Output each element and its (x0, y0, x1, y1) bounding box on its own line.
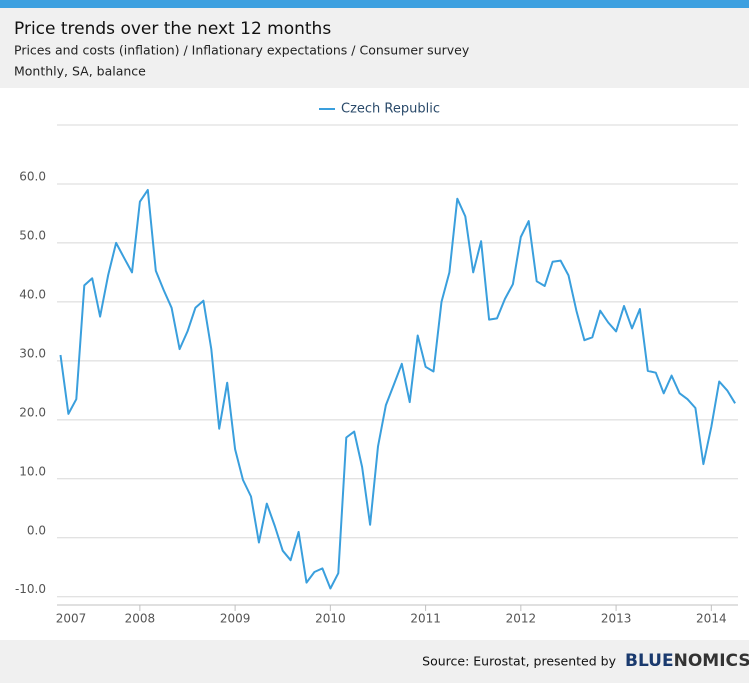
y-tick-label: 20.0 (19, 405, 46, 419)
y-tick-label: 0.0 (27, 523, 46, 537)
x-tick-label: 2010 (315, 612, 346, 626)
x-tick-label: 2009 (220, 612, 251, 626)
x-tick-label: 2007 (56, 612, 87, 626)
y-tick-label: 50.0 (19, 228, 46, 242)
x-tick-label: 2012 (506, 612, 537, 626)
x-tick-label: 2013 (601, 612, 632, 626)
y-tick-label: 10.0 (19, 464, 46, 478)
header-bg (0, 0, 749, 88)
y-tick-label: -10.0 (15, 582, 46, 596)
chart-subtitle: Monthly, SA, balance (14, 64, 146, 79)
y-tick-label: 30.0 (19, 346, 46, 360)
y-tick-label: 60.0 (19, 169, 46, 183)
x-tick-label: 2011 (410, 612, 441, 626)
x-tick-label: 2008 (125, 612, 156, 626)
source: Source: Eurostat, presented by (422, 654, 616, 669)
chart-subtitle: Prices and costs (inflation) / Inflation… (14, 43, 470, 58)
footer-bg (0, 640, 749, 683)
line (59, 188, 736, 590)
legend-label: Czech Republic (341, 102, 440, 117)
header-strip (0, 0, 749, 8)
brand-part: NOMICS (674, 651, 749, 671)
chart-title: Price trends over the next 12 months (14, 19, 331, 39)
brand-part: BLUE (625, 651, 674, 671)
brand: BLUENOMICS (625, 651, 749, 671)
x-tick-label: 2014 (696, 612, 727, 626)
y-tick-label: 40.0 (19, 287, 46, 301)
